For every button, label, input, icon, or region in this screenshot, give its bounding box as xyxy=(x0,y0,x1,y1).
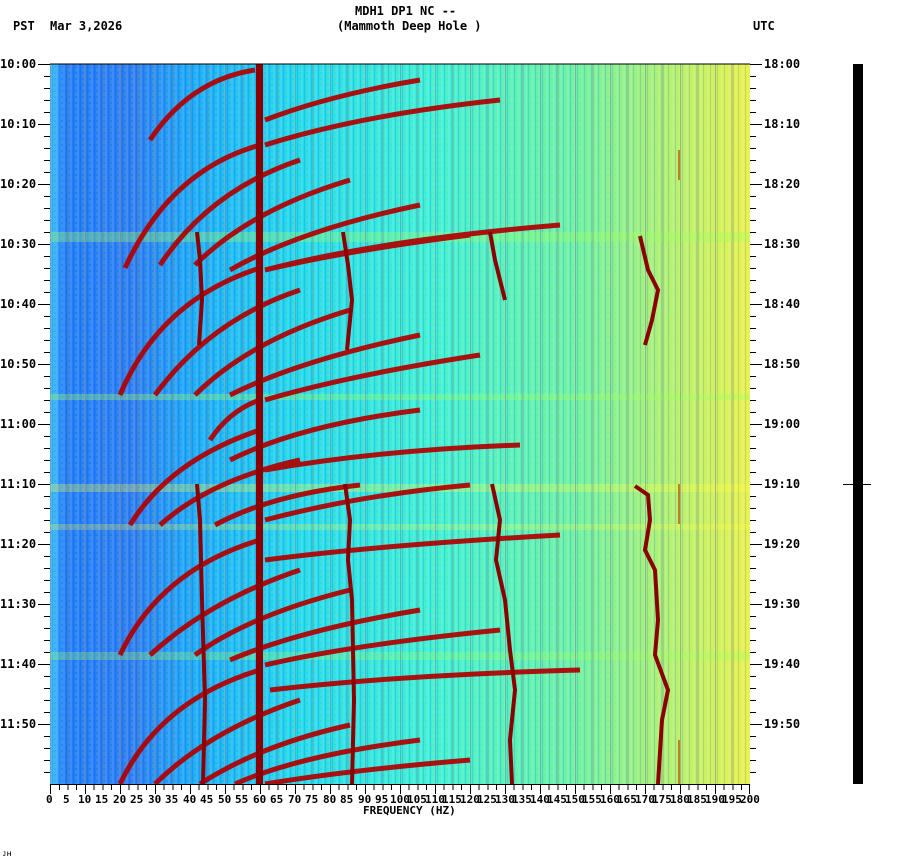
freq-tick-label: 30 xyxy=(148,793,162,806)
freq-tick-label: 50 xyxy=(218,793,232,806)
right-time-label: 19:40 xyxy=(764,657,801,671)
freq-tick-label: 100 xyxy=(390,793,410,806)
freq-tick-label: 175 xyxy=(652,793,672,806)
freq-tick-label: 125 xyxy=(477,793,497,806)
right-time-label: 19:10 xyxy=(764,477,801,491)
freq-tick-label: 85 xyxy=(340,793,354,806)
freq-tick-label: 40 xyxy=(183,793,197,806)
freq-tick-label: 65 xyxy=(270,793,284,806)
right-time-label: 19:20 xyxy=(764,537,801,551)
right-time-label: 18:40 xyxy=(764,297,801,311)
left-time-label: 10:20 xyxy=(0,177,37,191)
freq-tick-label: 5 xyxy=(63,793,70,806)
freq-tick-label: 195 xyxy=(722,793,742,806)
right-time-label: 18:20 xyxy=(764,177,801,191)
left-time-label: 11:00 xyxy=(0,417,37,431)
right-time-label: 19:30 xyxy=(764,597,801,611)
freq-tick-label: 0 xyxy=(46,793,53,806)
corner-mark: ᴊʜ xyxy=(2,849,12,858)
left-time-label: 10:50 xyxy=(0,357,37,371)
freq-tick-label: 155 xyxy=(582,793,602,806)
right-time-label: 18:50 xyxy=(764,357,801,371)
freq-tick-label: 20 xyxy=(113,793,127,806)
freq-tick-label: 55 xyxy=(235,793,249,806)
right-time-label: 18:10 xyxy=(764,117,801,131)
right-timezone-label: UTC xyxy=(753,19,775,33)
left-time-label: 11:10 xyxy=(0,477,37,491)
freq-tick-label: 120 xyxy=(460,793,480,806)
left-time-label: 11:20 xyxy=(0,537,37,551)
freq-tick-label: 135 xyxy=(512,793,532,806)
freq-tick-label: 75 xyxy=(305,793,319,806)
station-title: MDH1 DP1 NC -- xyxy=(355,4,457,18)
location-title: (Mammoth Deep Hole ) xyxy=(337,19,482,33)
freq-tick-label: 185 xyxy=(687,793,707,806)
right-time-label: 18:30 xyxy=(764,237,801,251)
freq-tick-label: 60 xyxy=(253,793,267,806)
left-time-label: 11:30 xyxy=(0,597,37,611)
date-label: Mar 3,2026 xyxy=(50,19,123,33)
freq-tick-label: 110 xyxy=(425,793,445,806)
right-time-label: 19:00 xyxy=(764,417,801,431)
freq-tick-label: 150 xyxy=(565,793,585,806)
freq-tick-label: 95 xyxy=(375,793,389,806)
freq-tick-label: 130 xyxy=(495,793,515,806)
freq-tick-label: 45 xyxy=(200,793,214,806)
freq-tick-label: 180 xyxy=(670,793,690,806)
left-time-axis xyxy=(38,64,50,725)
freq-tick-label: 90 xyxy=(358,793,372,806)
freq-tick-label: 80 xyxy=(323,793,337,806)
right-time-label: 19:50 xyxy=(764,717,801,731)
freq-tick-label: 105 xyxy=(407,793,427,806)
left-time-label: 10:30 xyxy=(0,237,37,251)
left-time-label: 10:40 xyxy=(0,297,37,311)
freq-tick-label: 200 xyxy=(740,793,760,806)
left-time-label: 11:40 xyxy=(0,657,37,671)
freq-tick-label: 115 xyxy=(442,793,462,806)
freq-tick-label: 10 xyxy=(78,793,92,806)
freq-tick-label: 25 xyxy=(130,793,144,806)
freq-tick-label: 160 xyxy=(600,793,620,806)
freq-tick-label: 170 xyxy=(635,793,655,806)
left-time-label: 10:00 xyxy=(0,57,37,71)
right-time-label: 18:00 xyxy=(764,57,801,71)
freq-tick-label: 70 xyxy=(288,793,302,806)
x-axis-title: FREQUENCY (HZ) xyxy=(363,804,456,817)
freq-tick-label: 15 xyxy=(95,793,109,806)
freq-tick-label: 165 xyxy=(617,793,637,806)
freq-tick-label: 145 xyxy=(547,793,567,806)
left-timezone-label: PST xyxy=(13,19,35,33)
scale-marker-line xyxy=(843,484,871,485)
freq-tick-label: 140 xyxy=(530,793,550,806)
spectrogram-image xyxy=(50,64,750,784)
left-time-label: 11:50 xyxy=(0,717,37,731)
left-time-label: 10:10 xyxy=(0,117,37,131)
amplitude-scale-bar xyxy=(853,64,863,784)
freq-tick-label: 35 xyxy=(165,793,179,806)
freq-tick-label: 190 xyxy=(705,793,725,806)
